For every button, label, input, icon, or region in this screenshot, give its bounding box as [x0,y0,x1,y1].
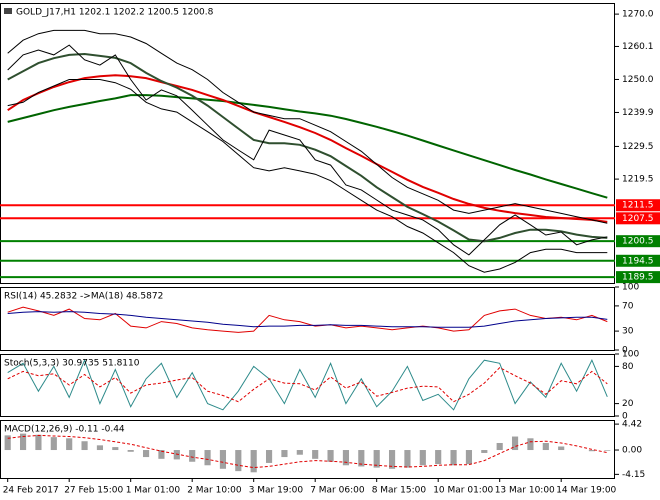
histogram-bar [96,445,104,451]
series-line [7,306,608,333]
histogram-bar [435,450,442,465]
histogram-bar [342,450,350,466]
series-line [7,79,608,273]
histogram-bar [50,437,57,451]
y-tick-label: 30 [622,327,634,337]
level-label: 1194.5 [622,256,654,266]
x-tick-label: 27 Feb 15:00 [64,486,123,496]
histogram-bar [189,450,196,462]
y-tick-label: 70 [622,301,634,311]
series-line [7,74,608,223]
y-tick-label: 1250.0 [622,75,654,85]
y-tick-label: 4.42 [622,420,642,430]
histogram-bar [296,450,303,455]
histogram-bar [327,450,334,462]
histogram-bar [219,450,227,469]
x-tick-label: 2 Mar 10:00 [187,486,242,496]
histogram-bar [250,450,257,473]
x-tick-label: 3 Mar 19:00 [249,486,304,496]
histogram-bar [558,446,565,451]
histogram-bar [265,450,273,463]
histogram-bar [66,438,73,451]
histogram-bar [173,450,180,460]
histogram-bar [358,450,365,467]
level-label: 1200.5 [622,237,654,247]
x-tick-label: 7 Mar 06:00 [310,486,365,496]
histogram-bar [19,433,27,451]
x-tick-label: 24 Feb 2017 [3,486,59,496]
level-label-bg [616,212,660,225]
panel-frame [0,287,615,351]
histogram-bar [127,450,134,452]
x-tick-label: 14 Mar 19:00 [556,486,616,496]
panel-title: Stoch(5,3,3) 30.9735 51.8110 [4,359,140,369]
histogram-bar [588,450,596,452]
x-tick-label: 10 Mar 01:00 [433,486,493,496]
panel-frame [0,420,615,479]
histogram-bar [542,442,549,451]
series-line [7,366,608,403]
histogram-bar [158,450,165,459]
series-line [7,52,608,243]
y-tick-label: 0.00 [622,446,642,456]
panel-title: GOLD_J17,H1 1202.1 1202.2 1200.5 1200.8 [16,8,214,18]
series-line [7,44,608,256]
y-tick-label: -4.15 [622,470,645,480]
level-label-bg [616,235,660,248]
y-tick-label: 0 [622,412,628,422]
histogram-bar [373,450,380,468]
y-tick-label: 80 [622,362,634,372]
histogram-bar [235,450,242,472]
panel-frame [0,3,615,284]
histogram-bar [35,434,42,451]
x-tick-label: 1 Mar 01:00 [126,486,181,496]
title-icon [4,8,12,14]
level-label: 1211.5 [622,201,654,211]
x-tick-label: 8 Mar 15:00 [372,486,427,496]
series-line [7,358,608,411]
histogram-bar [204,450,211,466]
series-line [7,94,608,199]
level-label-bg [616,199,660,212]
y-tick-label: 1260.1 [622,42,654,52]
y-tick-label: 100 [622,283,639,293]
x-tick-label: 13 Mar 10:00 [495,486,555,496]
level-label-bg [616,254,660,267]
panel-title: RSI(14) 45.2832 ->MA(18) 48.5872 [4,292,163,302]
series-line [7,434,608,469]
histogram-bar [419,450,426,466]
y-tick-label: 1219.5 [622,175,654,185]
panel-title: MACD(12,26,9) -0.11 -0.44 [4,425,125,435]
histogram-bar [142,450,150,458]
y-tick-label: 20 [622,399,634,409]
y-tick-label: 1229.5 [622,142,654,152]
panel-frame [0,354,615,417]
histogram-bar [81,441,88,451]
histogram-bar [388,450,396,469]
histogram-bar [4,435,11,451]
histogram-bar [604,450,611,451]
histogram-bar [481,450,488,453]
histogram-bar [312,450,319,459]
series-line [7,29,608,224]
histogram-bar [450,450,457,466]
histogram-bar [511,436,519,451]
histogram-bar [496,442,503,451]
histogram-bar [281,450,288,458]
histogram-bar [527,438,534,451]
y-tick-label: 1270.0 [622,10,654,20]
series-line [7,311,608,328]
y-tick-label: 0 [622,346,628,356]
histogram-bar [465,450,473,465]
level-label: 1189.5 [622,273,654,283]
level-label-bg [616,271,660,284]
histogram-bar [404,450,411,468]
histogram-bar [112,447,119,451]
y-tick-label: 100 [622,350,639,360]
level-label: 1207.5 [622,214,654,224]
y-tick-label: 1239.9 [622,108,654,118]
